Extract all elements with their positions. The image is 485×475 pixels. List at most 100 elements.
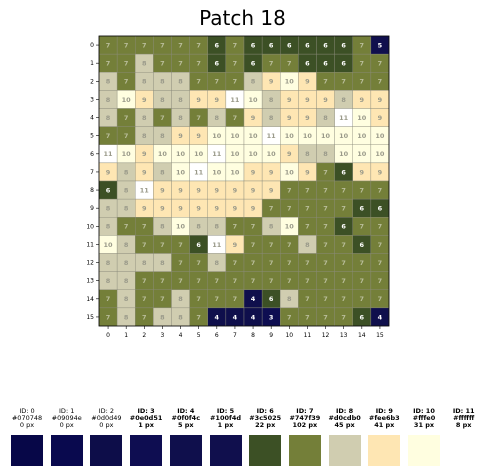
x-tick-label: 1 — [124, 332, 128, 339]
legend-id: ID: 0 — [19, 407, 35, 415]
heatmap-cell-label: 11 — [267, 132, 277, 140]
heatmap-cell-label: 7 — [341, 241, 346, 249]
heatmap-cell-label: 10 — [321, 132, 331, 140]
heatmap-cell-label: 8 — [124, 168, 129, 176]
x-tick-label: 11 — [304, 332, 312, 339]
heatmap-cell-label: 9 — [305, 96, 310, 104]
heatmap-cell-label: 7 — [378, 223, 383, 231]
heatmap-cell-label: 7 — [287, 277, 292, 285]
heatmap-cell-label: 9 — [287, 96, 292, 104]
heatmap-cell-label: 9 — [142, 168, 147, 176]
legend-swatch — [288, 435, 321, 466]
heatmap-cell-label: 9 — [360, 96, 365, 104]
heatmap-cell-label: 7 — [160, 114, 165, 122]
heatmap-cell-label: 7 — [251, 241, 256, 249]
y-tick-label: 4 — [90, 115, 94, 122]
legend-swatch — [209, 435, 242, 466]
heatmap-cell-label: 10 — [285, 78, 295, 86]
heatmap-cell-label: 8 — [178, 313, 183, 321]
heatmap-cell-label: 7 — [360, 78, 365, 86]
heatmap-cell-label: 10 — [176, 168, 186, 176]
legend-swatch — [249, 435, 282, 466]
heatmap-cell-label: 7 — [269, 205, 274, 213]
heatmap-cell-label: 9 — [251, 205, 256, 213]
heatmap-cell-label: 7 — [251, 277, 256, 285]
heatmap-cell-label: 9 — [106, 168, 111, 176]
heatmap-cell-label: 9 — [215, 186, 220, 194]
heatmap-cell-label: 6 — [360, 241, 365, 249]
heatmap-cell-label: 4 — [233, 313, 238, 321]
heatmap-cell-label: 10 — [339, 150, 349, 158]
heatmap-cell-label: 9 — [305, 78, 310, 86]
heatmap-cell-label: 9 — [196, 96, 201, 104]
heatmap-frame — [98, 35, 390, 327]
heatmap-cell-label: 7 — [124, 132, 129, 140]
legend-count: 45 px — [334, 421, 355, 429]
heatmap-cell-label: 7 — [233, 295, 238, 303]
x-tick-label: 15 — [376, 332, 384, 339]
heatmap-cell-label: 9 — [305, 114, 310, 122]
y-tick-label: 9 — [90, 205, 94, 212]
heatmap-cell-label: 10 — [176, 150, 186, 158]
x-tick-label: 0 — [106, 332, 110, 339]
heatmap-cell-label: 7 — [124, 78, 129, 86]
heatmap-cell-label: 7 — [196, 295, 201, 303]
legend-label: ID: 1 #09094e 0 px — [49, 408, 85, 429]
heatmap-cell-label: 9 — [251, 114, 256, 122]
heatmap-cell-label: 8 — [106, 78, 111, 86]
legend-label: ID: 7 #747f39 102 px — [287, 408, 323, 429]
heatmap-cell-label: 9 — [360, 168, 365, 176]
heatmap-cell-label: 8 — [142, 78, 147, 86]
heatmap-cell-label: 8 — [305, 150, 310, 158]
heatmap-cell-label: 7 — [341, 295, 346, 303]
heatmap-cell-label: 4 — [251, 295, 256, 303]
heatmap-cell-label: 7 — [233, 259, 238, 267]
legend-swatch — [328, 435, 361, 466]
heatmap-cell-label: 8 — [287, 295, 292, 303]
heatmap-cell-label: 7 — [287, 241, 292, 249]
heatmap-cell-label: 9 — [196, 205, 201, 213]
heatmap-cell-label: 8 — [124, 241, 129, 249]
heatmap-cell-label: 7 — [305, 295, 310, 303]
heatmap-cell-label: 10 — [249, 96, 259, 104]
heatmap-cell-label: 7 — [323, 205, 328, 213]
heatmap-cell-label: 7 — [160, 241, 165, 249]
heatmap-cell-label: 9 — [269, 78, 274, 86]
heatmap-cell-label: 7 — [196, 277, 201, 285]
heatmap-cell-label: 7 — [124, 223, 129, 231]
heatmap-cell-label: 7 — [178, 60, 183, 68]
heatmap-cell-label: 8 — [323, 114, 328, 122]
heatmap-cell-label: 6 — [251, 60, 256, 68]
heatmap-cell-label: 9 — [378, 168, 383, 176]
heatmap-cell-label: 8 — [142, 114, 147, 122]
heatmap-cell-label: 9 — [287, 114, 292, 122]
heatmap-cell-label: 7 — [323, 223, 328, 231]
legend-swatch — [11, 435, 43, 466]
heatmap-cell-label: 7 — [341, 186, 346, 194]
heatmap-cell-label: 9 — [178, 205, 183, 213]
heatmap-cell-label: 10 — [249, 132, 259, 140]
heatmap-cell-label: 7 — [360, 259, 365, 267]
heatmap-cell-label: 7 — [142, 223, 147, 231]
y-tick-label: 11 — [86, 241, 94, 248]
heatmap-cell-label: 11 — [212, 150, 222, 158]
y-tick-label: 13 — [86, 278, 94, 285]
heatmap-cell-label: 10 — [104, 241, 114, 249]
heatmap-cell-label: 7 — [305, 259, 310, 267]
heatmap-cell-label: 8 — [142, 259, 147, 267]
legend-label: ID: 3 #0e0d51 1 px — [128, 408, 164, 429]
heatmap-cell-label: 5 — [378, 41, 383, 49]
heatmap-cell-label: 7 — [341, 259, 346, 267]
heatmap-cell-label: 10 — [158, 150, 168, 158]
heatmap-chart: 7 7 7 7 7 7 6 7 6 6 6 6 6 6 7 5 7 7 8 7 7 7 6 7 6 7 7 6 6 6 7 7 8 7 8 8 8 7 7 7… — [86, 35, 390, 339]
heatmap-cell-label: 7 — [269, 60, 274, 68]
heatmap-cell-label: 6 — [323, 60, 328, 68]
x-tick-label: 5 — [197, 332, 201, 339]
heatmap-cell-label: 7 — [360, 41, 365, 49]
legend-label: ID: 10 #fffe0 31 px — [406, 408, 442, 429]
heatmap-cell-label: 4 — [378, 313, 383, 321]
heatmap-cell-label: 6 — [341, 60, 346, 68]
heatmap-cell-label: 6 — [360, 313, 365, 321]
heatmap-cell-label: 7 — [269, 277, 274, 285]
legend-swatch — [90, 435, 123, 466]
